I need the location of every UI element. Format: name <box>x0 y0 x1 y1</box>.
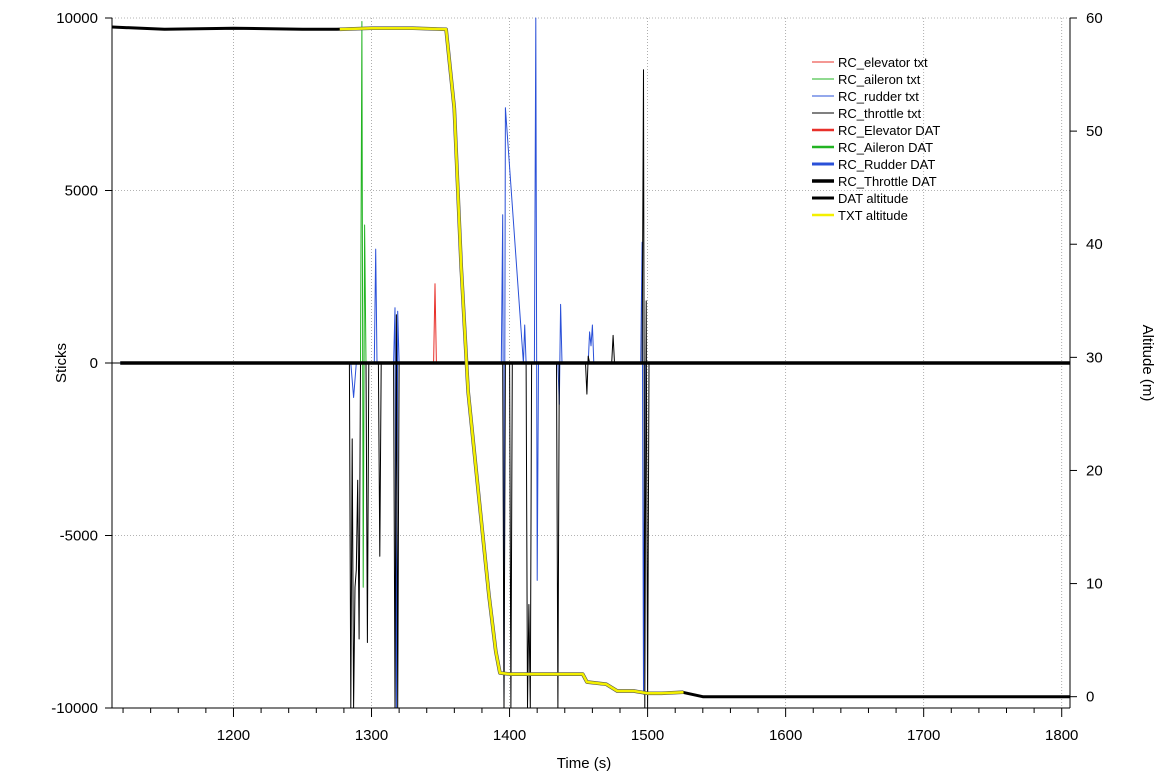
y-tick-label: -10000 <box>51 700 98 717</box>
y2-tick-label: 10 <box>1086 576 1103 593</box>
legend-entry: RC_aileron txt <box>838 72 921 87</box>
series-layer <box>111 17 1070 709</box>
y2-tick-label: 40 <box>1086 236 1103 253</box>
legend-entry: RC_rudder txt <box>838 89 919 104</box>
y-axis-title: Sticks <box>53 343 70 383</box>
x-tick-label: 1500 <box>631 727 664 744</box>
x-tick-label: 1600 <box>769 727 802 744</box>
legend-entry: RC_Throttle DAT <box>838 174 937 189</box>
x-axis-title: Time (s) <box>557 755 611 772</box>
legend-entry: TXT altitude <box>838 208 908 223</box>
x-tick-label: 1800 <box>1045 727 1078 744</box>
y-tick-label: 10000 <box>56 10 98 27</box>
y2-tick-label: 60 <box>1086 10 1103 27</box>
y2-tick-label: 20 <box>1086 462 1103 479</box>
series-line <box>339 26 684 695</box>
minor-ticks <box>122 708 1035 713</box>
legend-entry: RC_Rudder DAT <box>838 157 935 172</box>
x-tick-label: 1300 <box>355 727 388 744</box>
y-tick-label: 0 <box>90 355 98 372</box>
y-tick-label: 5000 <box>65 183 98 200</box>
legend-entry: RC_elevator txt <box>838 55 928 70</box>
y2-tick-label: 50 <box>1086 123 1103 140</box>
legend-entry: RC_throttle txt <box>838 106 921 121</box>
y2-axis-title: Altitude (m) <box>1139 325 1156 402</box>
y2-tick-label: 0 <box>1086 689 1094 706</box>
legend: RC_elevator txt RC_aileron txt RC_rudder t… <box>812 55 940 223</box>
legend-entry: RC_Elevator DAT <box>838 123 940 138</box>
legend-entry: RC_Aileron DAT <box>838 140 933 155</box>
series-line <box>112 69 1070 709</box>
legend-entry: DAT altitude <box>838 191 908 206</box>
y2-tick-label: 30 <box>1086 349 1103 366</box>
x-tick-label: 1700 <box>907 727 940 744</box>
axes <box>105 17 1077 717</box>
x-tick-label: 1200 <box>217 727 250 744</box>
tick-labels: 1200 1300 1400 1500 1600 1700 1800 -10000 -5000 0… <box>51 10 1102 744</box>
x-tick-label: 1400 <box>493 727 526 744</box>
y-tick-label: -5000 <box>60 528 98 545</box>
